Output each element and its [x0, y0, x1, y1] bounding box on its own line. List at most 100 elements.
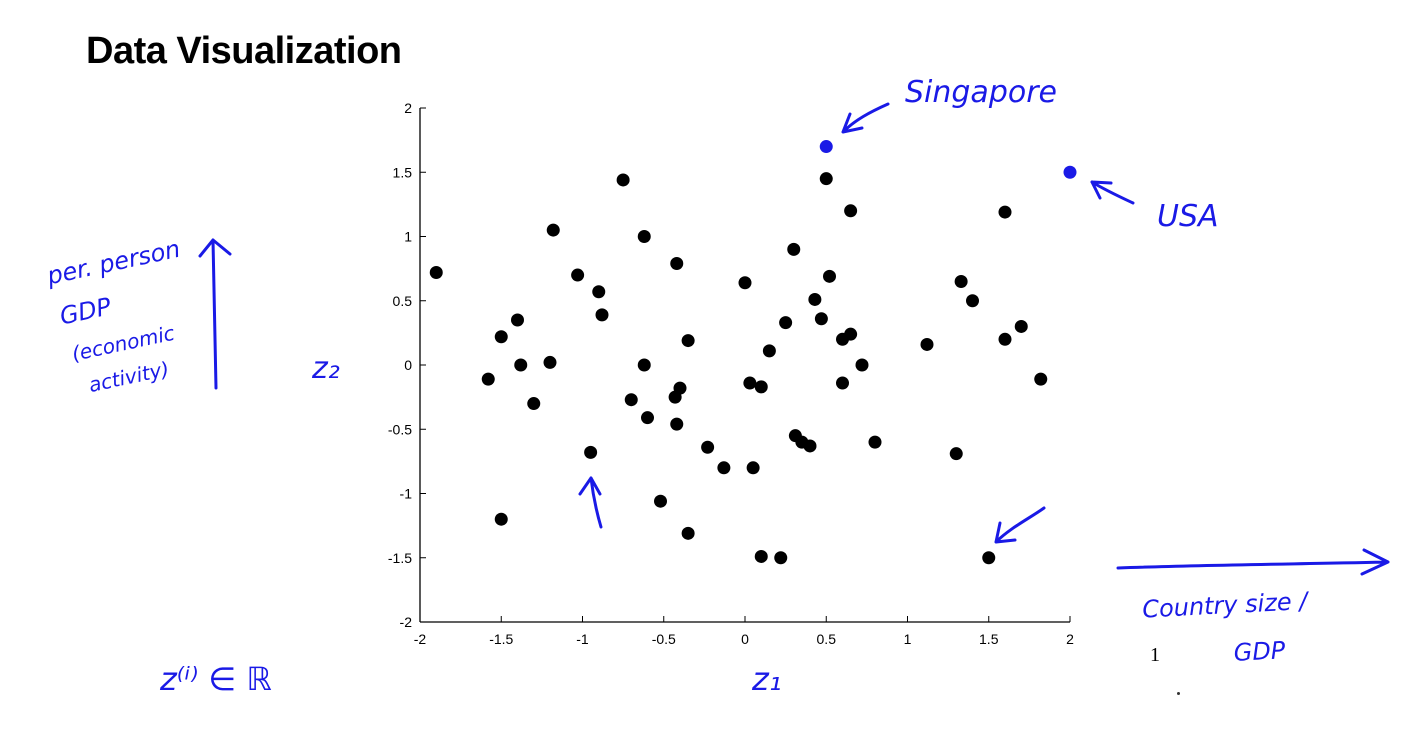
usa-arrow [1090, 180, 1135, 205]
scatter-point [624, 393, 638, 407]
y-tick-label: 1 [404, 229, 412, 245]
scatter-point [779, 316, 793, 330]
stray-mark [1177, 692, 1180, 695]
y-tick-label: -1 [400, 486, 413, 502]
usa-label: USA [1157, 199, 1219, 234]
scatter-point [868, 435, 882, 449]
scatter-point [571, 268, 585, 282]
chart-axes: -2 -1.5 -1 -0.5 0 0.5 1 1.5 2 2 1.5 1 0.5 0 -0.5 -1 -1.5… [388, 100, 1074, 647]
scatter-point [1034, 372, 1048, 386]
y-tick-label: 2 [404, 100, 412, 116]
y-tick-label: 0 [404, 357, 412, 373]
x-tick-label: -1 [576, 631, 589, 647]
scatter-point [743, 376, 757, 390]
scatter-point [949, 447, 963, 461]
scatter-point [836, 376, 849, 390]
singapore-arrow [841, 102, 890, 134]
scatter-point [1014, 319, 1028, 333]
scatter-point [844, 327, 858, 341]
x-note-line-1: Country size / [1142, 587, 1311, 624]
x-tick-label: 1.5 [979, 631, 999, 647]
y-tick-label: -1.5 [388, 550, 412, 566]
z2-label: z₂ [311, 351, 340, 386]
scatter-point [754, 549, 768, 563]
y-tick-label: 1.5 [393, 164, 413, 180]
scatter-point [823, 269, 836, 283]
y-tick-label: -0.5 [388, 421, 412, 437]
x-note-line-2: GDP [1233, 636, 1286, 667]
scatter-point [701, 440, 715, 454]
title-clip: Data Visualization [80, 28, 460, 68]
z-in-r-label: z⁽ⁱ⁾ ∈ ℝ [159, 660, 272, 698]
page-number: 1 [1150, 644, 1160, 666]
scatter-point [670, 417, 684, 431]
scatter-point [637, 358, 651, 372]
x-direction-arrow [1116, 548, 1390, 576]
scatter-point [637, 230, 651, 243]
x-tick-label: 0.5 [817, 631, 837, 647]
x-tick-label: 2 [1066, 631, 1074, 647]
scatter-point [998, 205, 1012, 219]
scatter-point [819, 172, 833, 186]
scatter-point [616, 173, 630, 187]
scatter-point [429, 265, 443, 279]
x-tick-label: -1.5 [489, 631, 513, 647]
highlighted-point-usa [1063, 165, 1077, 179]
singapore-label: Singapore [905, 75, 1057, 110]
small-up-arrow [578, 476, 603, 529]
scatter-point [844, 204, 858, 218]
scatter-point [681, 526, 695, 540]
x-tick-label: 0 [741, 631, 749, 647]
scatter-point [481, 372, 495, 386]
y-direction-arrow [198, 238, 232, 390]
y-note-line-1: per. person [44, 235, 183, 291]
scatter-point [494, 330, 508, 344]
scatter-point [584, 445, 598, 459]
scatter-point [746, 461, 760, 475]
x-tick-label: 1 [904, 631, 912, 647]
scatter-point [754, 380, 768, 394]
scatter-point [527, 397, 541, 411]
scatter-point [595, 308, 609, 322]
scatter-point [814, 312, 828, 326]
scatter-point [641, 411, 654, 425]
scatter-point [982, 551, 996, 565]
scatter-point [654, 494, 667, 508]
highlighted-point-singapore [819, 140, 833, 154]
x-tick-label: -0.5 [652, 631, 676, 647]
slide-title: Data Visualization [86, 30, 402, 68]
scatter-point [774, 551, 788, 565]
scatter-point [966, 294, 979, 308]
y-note-line-4: activity) [87, 357, 172, 397]
scatter-point [787, 242, 801, 256]
scatter-point [762, 344, 776, 358]
scatter-point [808, 292, 822, 306]
y-tick-label: -2 [400, 614, 413, 630]
scatter-point [592, 285, 606, 299]
ink-annotations: Singapore USA per. person GDP (economic … [44, 75, 1390, 698]
y-tick-label: 0.5 [393, 293, 413, 309]
scatter-point [494, 512, 508, 526]
scatter-point [954, 274, 968, 288]
scatter-point [511, 313, 524, 327]
scatter-point [738, 276, 752, 290]
scatter-point [717, 461, 731, 475]
scatter-point [681, 334, 695, 348]
scatter-point [546, 223, 560, 237]
x-tick-label: -2 [414, 631, 427, 647]
scatter-point [673, 381, 687, 395]
x-axis-note: Country size / GDP [1142, 587, 1311, 667]
lower-right-arrow [994, 506, 1046, 544]
scatter-point [855, 358, 869, 372]
y-note-line-2: GDP [57, 292, 114, 330]
chart-points [429, 172, 1048, 565]
scatter-point [514, 358, 528, 372]
scatter-point [803, 439, 817, 453]
highlighted-points [819, 140, 1077, 179]
scatter-point [920, 337, 934, 351]
scatter-point [998, 332, 1012, 346]
scatter-point [670, 256, 684, 270]
y-axis-note: per. person GDP (economic activity) [44, 235, 183, 397]
scatter-point [543, 355, 557, 369]
